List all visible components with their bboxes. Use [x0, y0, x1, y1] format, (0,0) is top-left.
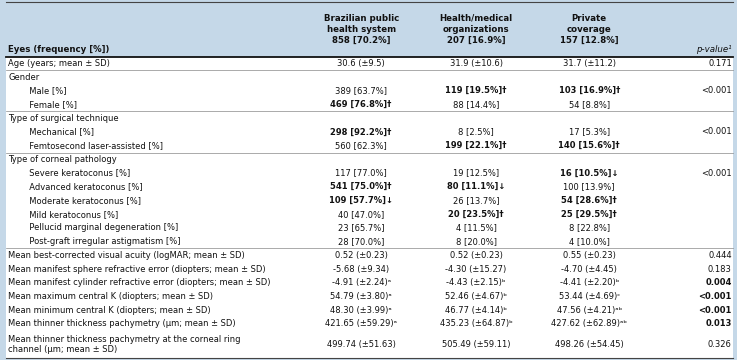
Text: 298 [92.2%]†: 298 [92.2%]† — [330, 127, 392, 136]
Text: 499.74 (±51.63): 499.74 (±51.63) — [326, 340, 396, 349]
Text: 31.7 (±11.2): 31.7 (±11.2) — [563, 59, 615, 68]
Text: Male [%]: Male [%] — [24, 86, 67, 95]
Text: 427.62 (±62.89)ᵃᵇ: 427.62 (±62.89)ᵃᵇ — [551, 319, 627, 328]
Text: 30.6 (±9.5): 30.6 (±9.5) — [338, 59, 385, 68]
Text: Mean thinner thickness pachymetry at the corneal ring
channel (μm; mean ± SD): Mean thinner thickness pachymetry at the… — [8, 335, 240, 354]
Text: 0.013: 0.013 — [705, 319, 732, 328]
Text: 8 [20.0%]: 8 [20.0%] — [455, 237, 497, 246]
Text: Mean thinner thickness pachymetry (μm; mean ± SD): Mean thinner thickness pachymetry (μm; m… — [8, 319, 236, 328]
Text: 54 [28.6%]†: 54 [28.6%]† — [562, 196, 617, 205]
Text: Mean manifest sphere refractive error (diopters; mean ± SD): Mean manifest sphere refractive error (d… — [8, 265, 266, 274]
Text: Female [%]: Female [%] — [24, 100, 77, 109]
Text: 117 [77.0%]: 117 [77.0%] — [335, 168, 387, 177]
Text: 0.183: 0.183 — [708, 265, 732, 274]
Text: 20 [23.5%]†: 20 [23.5%]† — [448, 210, 504, 219]
Text: -4.43 (±2.15)ᵇ: -4.43 (±2.15)ᵇ — [447, 278, 506, 287]
Text: 48.30 (±3.99)ᵃ: 48.30 (±3.99)ᵃ — [330, 306, 392, 315]
Text: p-value¹: p-value¹ — [696, 45, 732, 54]
Text: 8 [2.5%]: 8 [2.5%] — [458, 127, 494, 136]
Text: Gender: Gender — [8, 73, 39, 82]
Text: Mean manifest cylinder refractive error (diopters; mean ± SD): Mean manifest cylinder refractive error … — [8, 278, 270, 287]
Text: 0.004: 0.004 — [705, 278, 732, 287]
Text: 421.65 (±59.29)ᵃ: 421.65 (±59.29)ᵃ — [325, 319, 397, 328]
Text: <0.001: <0.001 — [699, 306, 732, 315]
Text: Pellucid marginal degeneration [%]: Pellucid marginal degeneration [%] — [24, 224, 178, 233]
Text: 80 [11.1%]↓: 80 [11.1%]↓ — [447, 182, 506, 191]
Text: 199 [22.1%]†: 199 [22.1%]† — [445, 141, 507, 150]
Text: Mean maximum central K (diopters; mean ± SD): Mean maximum central K (diopters; mean ±… — [8, 292, 213, 301]
Text: 23 [65.7%]: 23 [65.7%] — [338, 224, 385, 233]
Text: 31.9 (±10.6): 31.9 (±10.6) — [450, 59, 503, 68]
Text: Private
coverage
157 [12.8%]: Private coverage 157 [12.8%] — [560, 14, 618, 45]
Text: 119 [19.5%]†: 119 [19.5%]† — [445, 86, 507, 95]
Bar — [6, 2, 733, 57]
Text: 0.52 (±0.23): 0.52 (±0.23) — [450, 251, 503, 260]
Text: <0.001: <0.001 — [701, 86, 732, 95]
Text: 54 [8.8%]: 54 [8.8%] — [569, 100, 609, 109]
Text: 109 [57.7%]↓: 109 [57.7%]↓ — [329, 196, 393, 205]
Text: Brazilian public
health system
858 [70.2%]: Brazilian public health system 858 [70.2… — [324, 14, 399, 45]
Text: -4.41 (±2.20)ᵇ: -4.41 (±2.20)ᵇ — [559, 278, 619, 287]
Text: 103 [16.9%]†: 103 [16.9%]† — [559, 86, 620, 95]
Text: 40 [47.0%]: 40 [47.0%] — [338, 210, 384, 219]
Text: 25 [29.5%]†: 25 [29.5%]† — [562, 210, 617, 219]
Text: Advanced keratoconus [%]: Advanced keratoconus [%] — [24, 182, 143, 191]
Text: Type of surgical technique: Type of surgical technique — [8, 114, 119, 123]
Text: 541 [75.0%]†: 541 [75.0%]† — [330, 182, 392, 191]
Text: Mild keratoconus [%]: Mild keratoconus [%] — [24, 210, 119, 219]
Text: 0.55 (±0.23): 0.55 (±0.23) — [563, 251, 615, 260]
Text: 4 [11.5%]: 4 [11.5%] — [455, 224, 497, 233]
Text: 4 [10.0%]: 4 [10.0%] — [569, 237, 609, 246]
Text: -4.70 (±4.45): -4.70 (±4.45) — [562, 265, 617, 274]
Text: 47.56 (±4.21)ᵃᵇ: 47.56 (±4.21)ᵃᵇ — [556, 306, 622, 315]
Text: 88 [14.4%]: 88 [14.4%] — [453, 100, 499, 109]
Text: 16 [10.5%]↓: 16 [10.5%]↓ — [560, 168, 618, 177]
Text: Type of corneal pathology: Type of corneal pathology — [8, 155, 117, 164]
Text: Femtosecond laser-assisted [%]: Femtosecond laser-assisted [%] — [24, 141, 164, 150]
Text: Health/medical
organizations
207 [16.9%]: Health/medical organizations 207 [16.9%] — [439, 14, 513, 45]
Text: 435.23 (±64.87)ᵇ: 435.23 (±64.87)ᵇ — [440, 319, 512, 328]
Text: Age (years; mean ± SD): Age (years; mean ± SD) — [8, 59, 110, 68]
Text: 54.79 (±3.80)ᵃ: 54.79 (±3.80)ᵃ — [330, 292, 392, 301]
Text: 52.46 (±4.67)ᵇ: 52.46 (±4.67)ᵇ — [445, 292, 507, 301]
Text: Mechanical [%]: Mechanical [%] — [24, 127, 94, 136]
Text: -5.68 (±9.34): -5.68 (±9.34) — [333, 265, 389, 274]
Text: Severe keratoconus [%]: Severe keratoconus [%] — [24, 168, 130, 177]
Text: 140 [15.6%]†: 140 [15.6%]† — [559, 141, 620, 150]
Text: 0.171: 0.171 — [708, 59, 732, 68]
Text: <0.001: <0.001 — [701, 127, 732, 136]
Text: -4.30 (±15.27): -4.30 (±15.27) — [445, 265, 507, 274]
Text: 469 [76.8%]†: 469 [76.8%]† — [330, 100, 392, 109]
Text: 53.44 (±4.69)ᶜ: 53.44 (±4.69)ᶜ — [559, 292, 620, 301]
Text: 28 [70.0%]: 28 [70.0%] — [338, 237, 384, 246]
Text: 17 [5.3%]: 17 [5.3%] — [569, 127, 609, 136]
Text: 0.326: 0.326 — [708, 340, 732, 349]
Text: 8 [22.8%]: 8 [22.8%] — [569, 224, 609, 233]
Text: -4.91 (±2.24)ᵃ: -4.91 (±2.24)ᵃ — [332, 278, 391, 287]
Text: 389 [63.7%]: 389 [63.7%] — [335, 86, 387, 95]
Text: Eyes (frequency [%]): Eyes (frequency [%]) — [8, 45, 110, 54]
Text: 100 [13.9%]: 100 [13.9%] — [564, 182, 615, 191]
Text: <0.001: <0.001 — [699, 292, 732, 301]
Text: 46.77 (±4.14)ᵇ: 46.77 (±4.14)ᵇ — [445, 306, 507, 315]
Text: 560 [62.3%]: 560 [62.3%] — [335, 141, 387, 150]
Text: 498.26 (±54.45): 498.26 (±54.45) — [555, 340, 624, 349]
Text: Moderate keratoconus [%]: Moderate keratoconus [%] — [24, 196, 142, 205]
Text: 0.52 (±0.23): 0.52 (±0.23) — [335, 251, 388, 260]
Text: Post-graft irregular astigmatism [%]: Post-graft irregular astigmatism [%] — [24, 237, 181, 246]
Text: 0.444: 0.444 — [708, 251, 732, 260]
Text: 26 [13.7%]: 26 [13.7%] — [453, 196, 500, 205]
Text: 19 [12.5%]: 19 [12.5%] — [453, 168, 499, 177]
Text: Mean best-corrected visual acuity (logMAR; mean ± SD): Mean best-corrected visual acuity (logMA… — [8, 251, 245, 260]
Text: <0.001: <0.001 — [701, 168, 732, 177]
Text: Mean minimum central K (diopters; mean ± SD): Mean minimum central K (diopters; mean ±… — [8, 306, 211, 315]
Text: 505.49 (±59.11): 505.49 (±59.11) — [442, 340, 510, 349]
